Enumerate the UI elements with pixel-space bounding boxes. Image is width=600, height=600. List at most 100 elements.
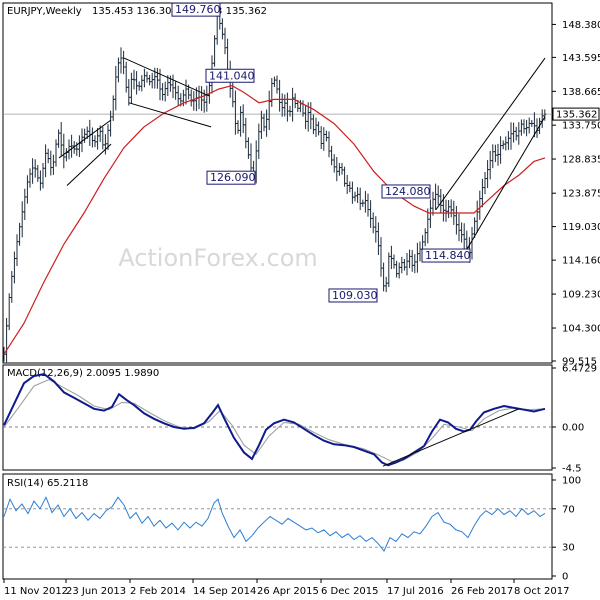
price-bar [148, 75, 152, 86]
price-bar [205, 85, 209, 112]
price-bar [418, 241, 422, 262]
price-bar [236, 120, 240, 134]
price-bar [64, 148, 68, 162]
price-bar [83, 128, 87, 143]
price-bar [389, 245, 393, 270]
price-bar [426, 208, 430, 244]
price-bar [49, 150, 53, 176]
price-bar [512, 122, 516, 143]
price-bar [514, 126, 518, 141]
price-bar [488, 150, 492, 180]
price-bar [119, 47, 123, 74]
rsi-y-tick-label: 100 [562, 476, 581, 487]
price-bar [345, 174, 349, 194]
price-bar [501, 140, 505, 150]
rsi-y-axis: 100 70 30 0 [552, 476, 581, 583]
rsi-guide-lines [3, 508, 552, 548]
price-bar [460, 222, 464, 243]
price-trendline [66, 143, 112, 186]
price-bar [233, 90, 237, 135]
price-bar [259, 110, 263, 139]
price-trendline [465, 116, 546, 252]
x-tick-label: 8 Oct 2017 [514, 586, 569, 597]
price-bar [337, 163, 341, 176]
price-bar [480, 178, 484, 208]
price-bar [142, 68, 146, 88]
price-bar [363, 191, 367, 213]
annotation-box [381, 184, 431, 199]
price-annotation: 141.040 [205, 68, 255, 83]
price-bar [41, 162, 45, 189]
price-bar [33, 159, 37, 178]
rsi-y-tick-label: 30 [562, 543, 575, 554]
price-bar [23, 188, 27, 221]
price-bar [31, 158, 35, 184]
price-bar [124, 61, 128, 93]
price-bar [348, 181, 352, 193]
macd-y-axis: 6.4729 0.00 -4.5 [552, 364, 597, 475]
price-bar [174, 80, 178, 100]
price-bar [265, 109, 269, 137]
x-tick-label: 11 Nov 2012 [4, 586, 68, 597]
price-bar [220, 18, 224, 40]
price-bar [291, 87, 295, 122]
annotation-box [206, 170, 256, 185]
price-bar [93, 135, 97, 148]
price-bar [171, 74, 175, 99]
price-bar [137, 81, 141, 91]
price-y-tick-label: 104.300 [562, 324, 600, 335]
rsi-panel-frame [2, 473, 553, 580]
price-bar [267, 90, 271, 131]
price-trendline [435, 57, 546, 210]
price-y-tick-label: 123.875 [562, 189, 600, 200]
price-bar [239, 106, 243, 137]
price-bar [283, 94, 287, 117]
price-y-tick-label: 148.380 [562, 20, 600, 31]
price-bar [12, 251, 16, 284]
price-bar [96, 128, 100, 150]
price-bar [415, 242, 419, 273]
price-bar [340, 162, 344, 175]
price-bar [5, 317, 9, 363]
price-bar [319, 126, 323, 150]
price-bar [499, 136, 503, 164]
price-bar [161, 83, 165, 101]
price-bar [402, 259, 406, 271]
watermark: ActionForex.com [118, 244, 318, 272]
price-y-tick-label: 128.835 [562, 155, 600, 166]
price-bar [135, 71, 139, 95]
price-y-tick-label: 138.665 [562, 87, 600, 98]
annotation-box [205, 68, 255, 83]
macd-trendline [382, 408, 520, 467]
price-bar [327, 131, 331, 158]
x-tick-label: 14 Sep 2014 [193, 586, 256, 597]
price-bar [506, 131, 510, 150]
price-bar [140, 75, 144, 92]
price-bar [478, 190, 482, 220]
price-bar [369, 200, 373, 228]
price-bar [322, 127, 326, 151]
price-bar [358, 187, 362, 211]
rsi-line [3, 496, 546, 552]
price-bar [343, 166, 347, 187]
price-bar [275, 75, 279, 94]
price-bar [366, 193, 370, 217]
price-bar [288, 105, 292, 117]
price-bar [335, 157, 339, 182]
price-bar [114, 66, 118, 111]
price-bar [304, 105, 308, 130]
price-bar [36, 164, 40, 182]
price-bar [122, 50, 126, 75]
annotation-label: 114.840 [425, 249, 471, 262]
price-bar [382, 262, 386, 292]
price-bar [18, 222, 22, 246]
price-bar [457, 213, 461, 242]
price-bar [62, 133, 66, 169]
price-bar [103, 134, 107, 155]
price-bar [405, 252, 409, 276]
x-tick-label: 23 Jun 2013 [66, 586, 126, 597]
price-bar [223, 27, 227, 55]
price-bar [527, 117, 531, 134]
price-bar [332, 154, 336, 173]
